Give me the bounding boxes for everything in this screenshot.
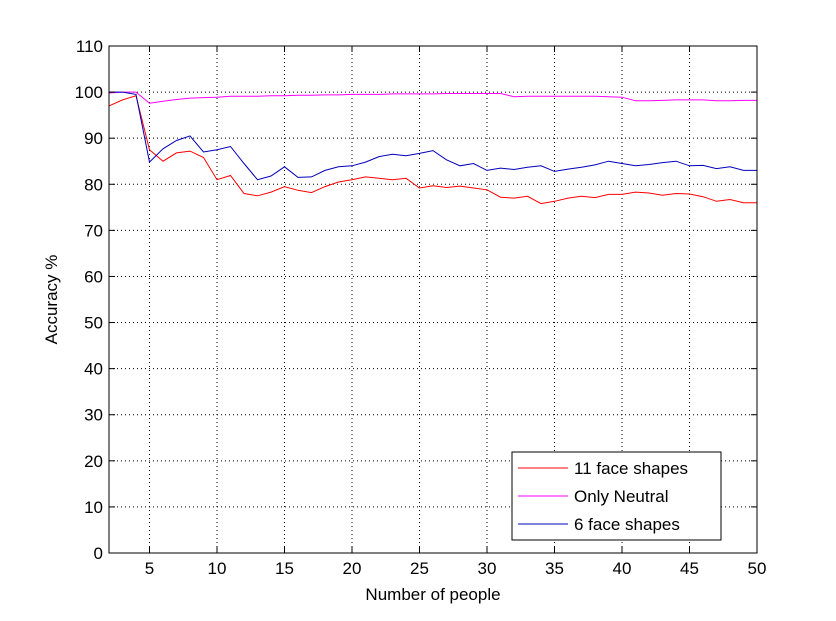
y-tick-label: 90	[84, 129, 103, 148]
y-tick-label: 20	[84, 452, 103, 471]
series-line-6-face-shapes	[109, 91, 757, 181]
x-tick-label: 5	[145, 559, 154, 578]
y-tick-label: 80	[84, 175, 103, 194]
y-tick-label: 100	[75, 83, 103, 102]
x-tick-label: 20	[343, 559, 362, 578]
y-tick-label: 0	[94, 544, 103, 563]
y-tick-label: 30	[84, 406, 103, 425]
x-tick-label: 45	[680, 559, 699, 578]
y-tick-label: 40	[84, 360, 103, 379]
legend-label-only-neutral: Only Neutral	[574, 487, 668, 506]
y-tick-label: 110	[76, 37, 103, 56]
x-tick-label: 10	[208, 559, 227, 578]
plot-frame	[108, 45, 758, 554]
axis-ticks	[109, 45, 758, 554]
y-tick-label: 10	[84, 498, 103, 517]
series-lines	[108, 91, 757, 205]
x-tick-label: 30	[478, 559, 497, 578]
y-tick-label: 70	[84, 221, 103, 240]
x-axis-label: Number of people	[365, 585, 500, 604]
series-line-only-neutral	[108, 91, 757, 104]
y-tick-label: 50	[84, 314, 103, 333]
x-tick-label: 15	[275, 559, 294, 578]
grid-lines	[109, 46, 757, 553]
x-tick-label: 50	[748, 559, 767, 578]
x-tick-label: 40	[613, 559, 632, 578]
y-tick-label: 60	[84, 267, 103, 286]
series-line-11-face-shapes	[108, 95, 757, 205]
x-tick-label: 35	[545, 559, 564, 578]
legend-label-6-face-shapes: 6 face shapes	[574, 515, 680, 534]
tick-labels: 5 10 15 20 25 30 35 40 45 50 0 10 20 30 40 50 60 70 80 90 10…	[75, 37, 767, 578]
legend: 11 face shapes Only Neutral 6 face shape…	[511, 451, 722, 541]
legend-label-11-face-shapes: 11 face shapes	[574, 459, 688, 478]
x-tick-label: 25	[410, 559, 429, 578]
y-axis-label: Accuracy %	[42, 255, 61, 345]
